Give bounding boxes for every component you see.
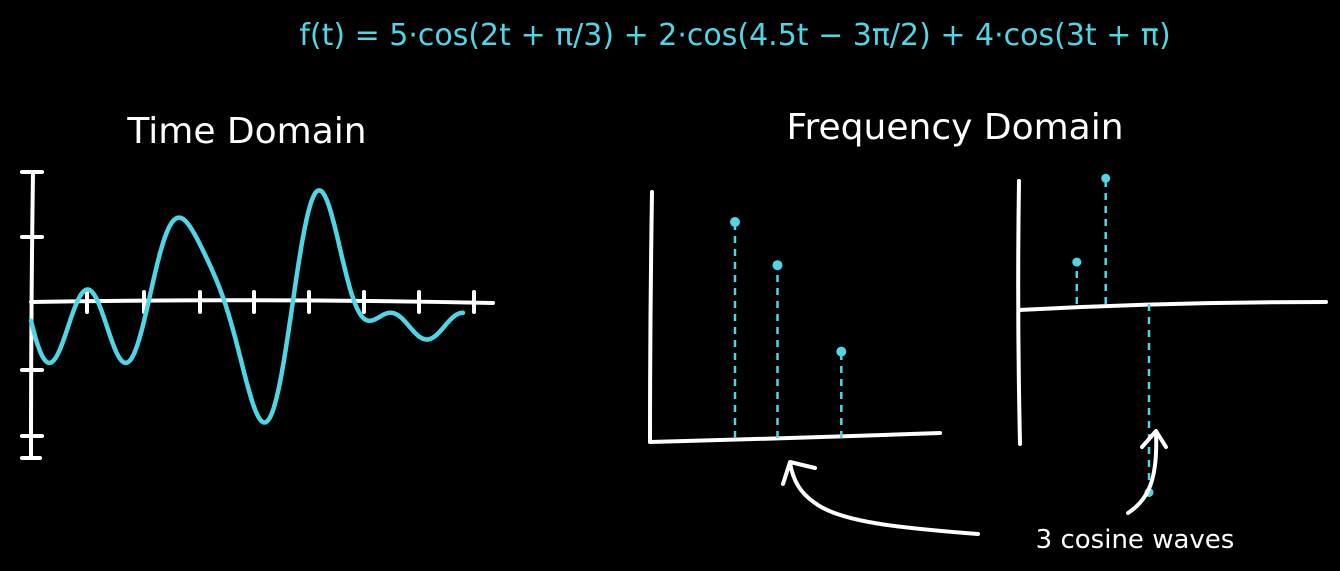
- time-domain-title: Time Domain: [126, 111, 366, 152]
- amplitude-stem-0-dot: [730, 217, 740, 227]
- phase-x-axis: [1017, 300, 1328, 312]
- amplitude-y-axis: [648, 190, 654, 444]
- phase-stem-0-dot: [1072, 257, 1082, 267]
- arrow-to-phase-head: [1140, 429, 1168, 449]
- time-y-ticks: [20, 170, 44, 460]
- amplitude-axes: [648, 190, 942, 444]
- amplitude-stems: [730, 217, 847, 438]
- annotation-arrows: [781, 429, 1168, 536]
- phase-y-axis: [1016, 179, 1022, 446]
- amplitude-stem-1-dot: [772, 260, 783, 271]
- arrow-to-phase: [1126, 430, 1159, 515]
- time-axes: [20, 170, 495, 460]
- time-y-axis: [29, 170, 35, 460]
- amplitude-stem-2-dot: [836, 346, 847, 357]
- time-x-axis: [29, 298, 495, 305]
- equation-text: f(t) = 5·cos(2t + π/3) + 2·cos(4.5t − 3π…: [299, 18, 1170, 53]
- time-x-ticks: [85, 290, 476, 314]
- annotation-label: 3 cosine waves: [1036, 525, 1235, 555]
- phase-stem-1-dot: [1101, 173, 1111, 183]
- phase-axes: [1016, 179, 1328, 446]
- frequency-domain-title: Frequency Domain: [786, 107, 1123, 148]
- amplitude-x-axis: [648, 431, 942, 444]
- time-signal-curve: [28, 188, 466, 425]
- arrow-to-amplitude: [788, 461, 980, 536]
- arrow-to-amplitude-head: [781, 460, 817, 486]
